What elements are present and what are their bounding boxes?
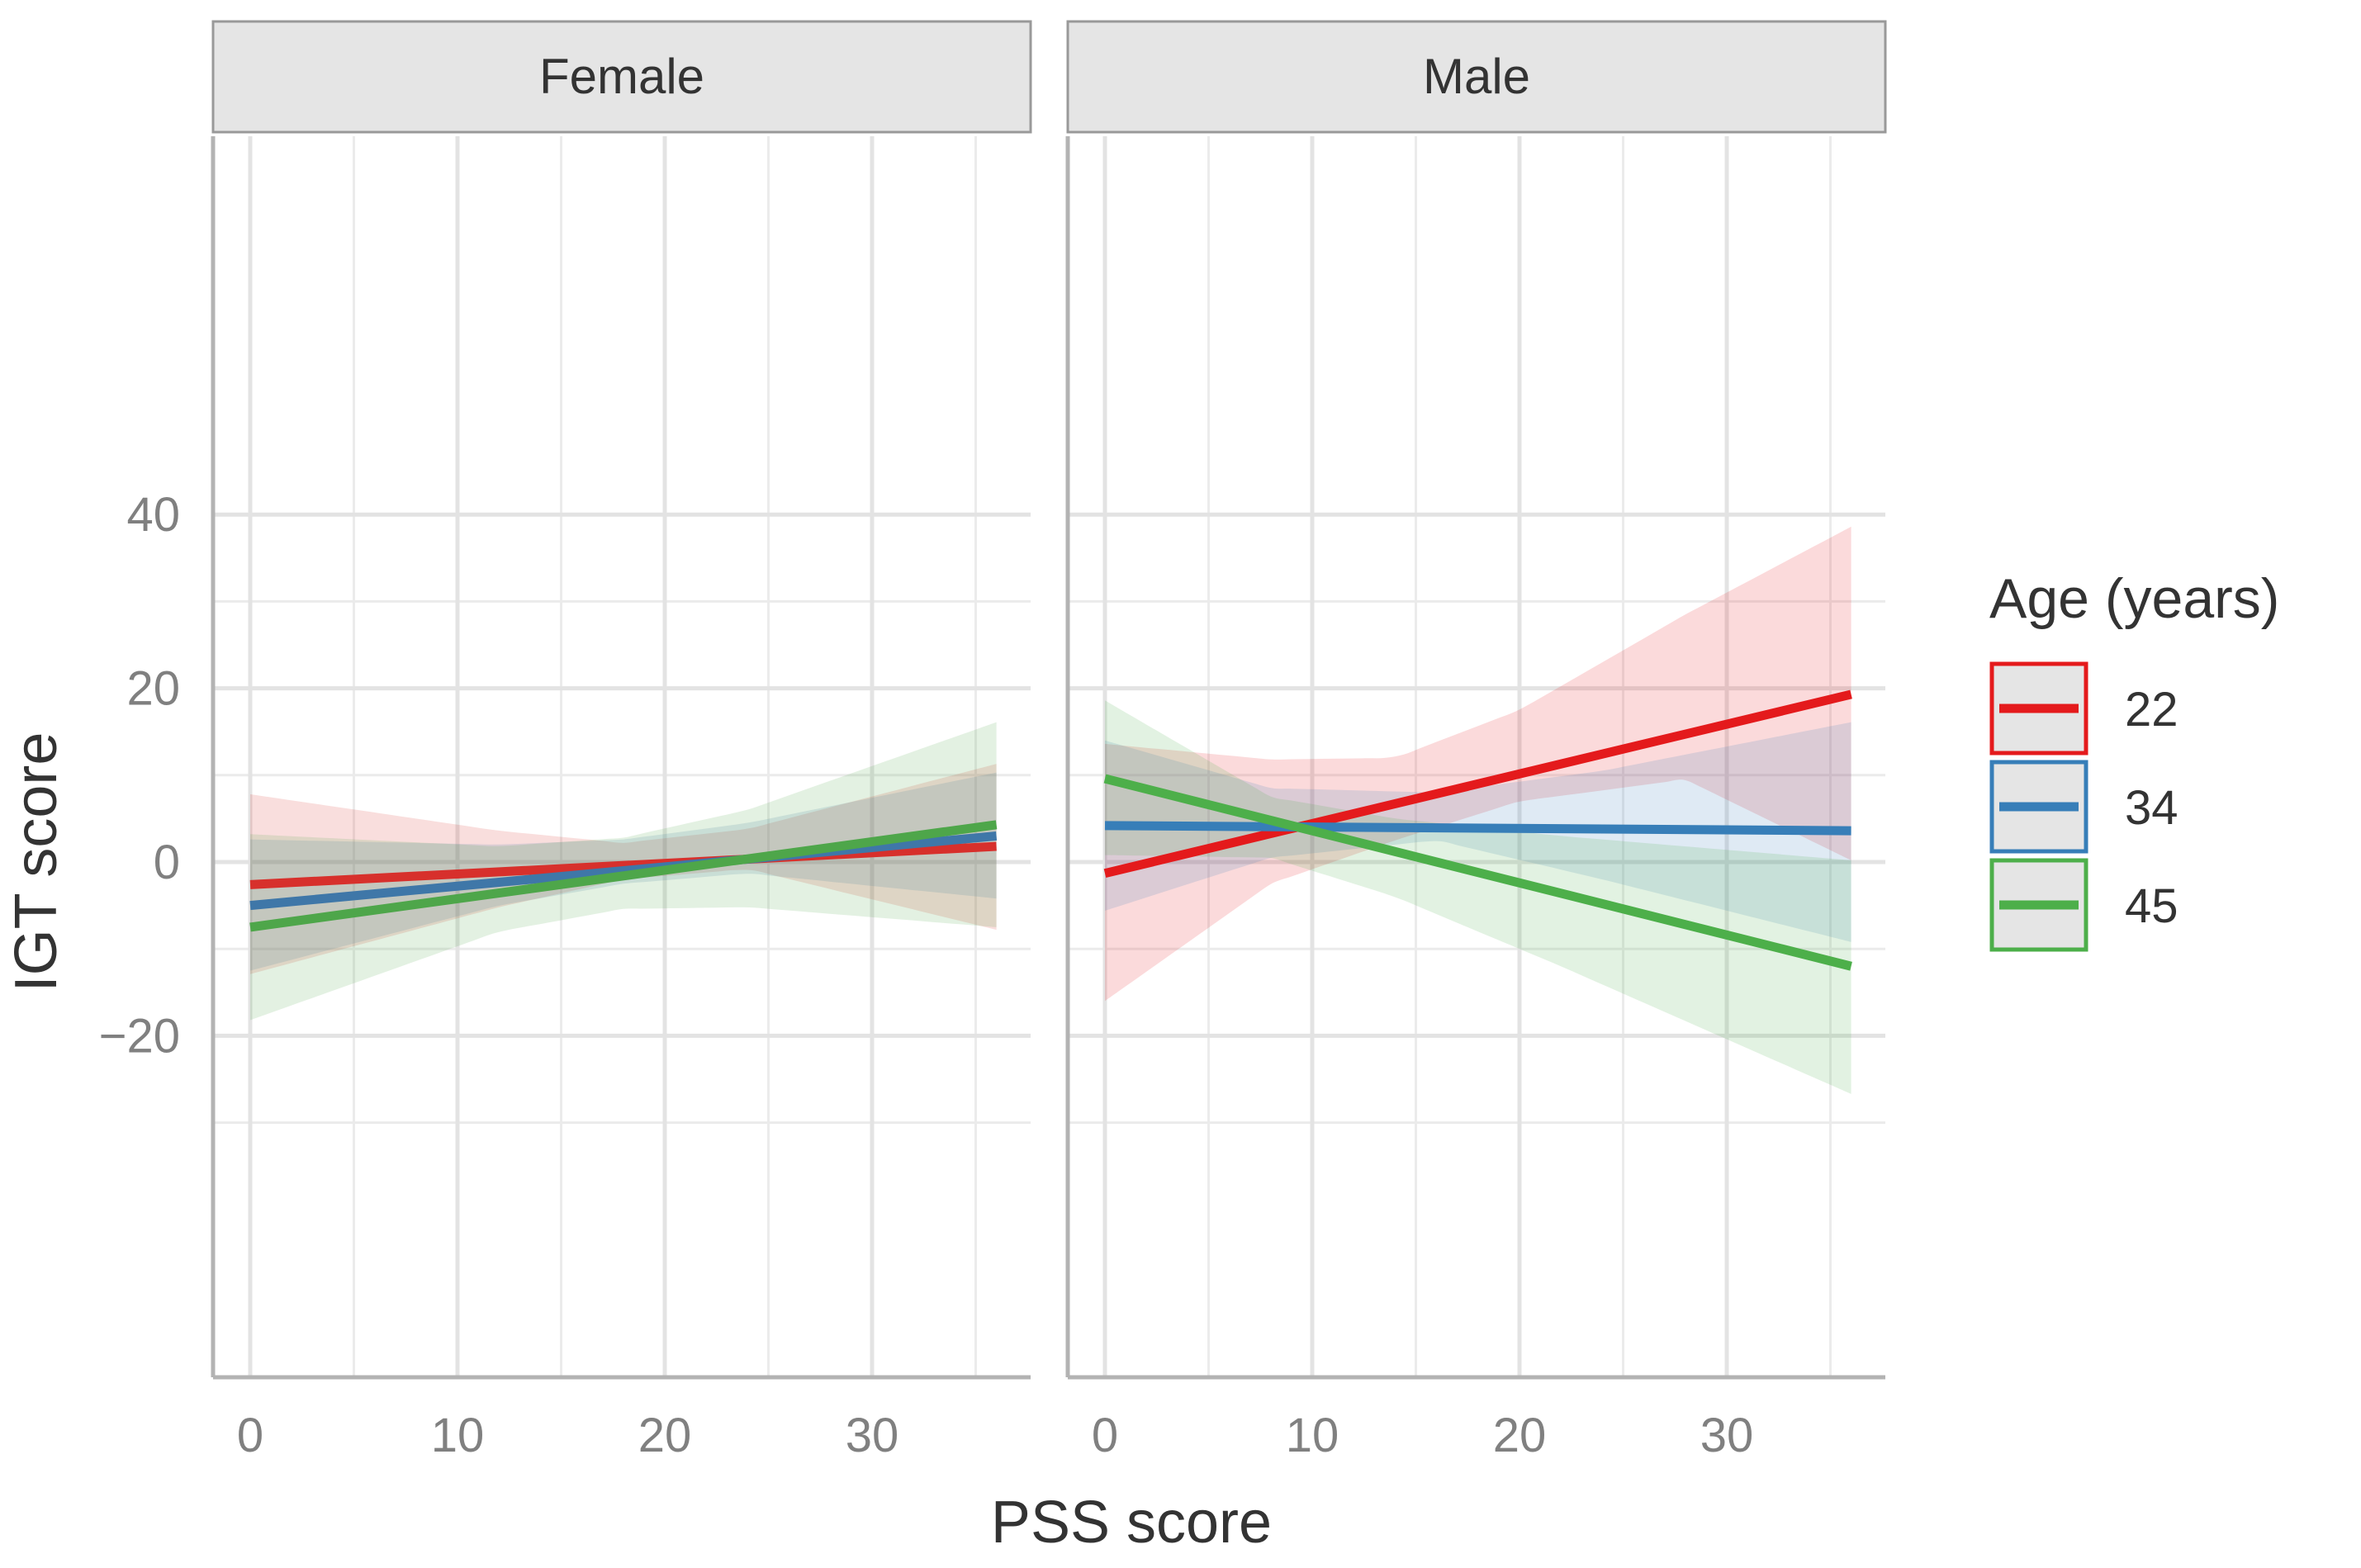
facet-strip-male: Male (1066, 20, 1887, 134)
regression-line-age-34 (1104, 821, 1851, 836)
regression-line-age-45 (249, 820, 998, 932)
legend-item-age-45: 45 (1989, 858, 2178, 952)
legend-label-age-34: 34 (2125, 781, 2178, 835)
panel-male (1065, 136, 1885, 1380)
legend-label-age-22: 22 (2125, 683, 2178, 737)
facet-strip-female: Female (211, 20, 1032, 134)
regression-line-age-45 (1103, 774, 1852, 971)
confidence-band-age-45 (1105, 700, 1851, 1094)
x-tick-label: 20 (638, 1409, 692, 1462)
legend-item-age-22: 22 (1989, 661, 2178, 756)
confidence-band-age-22 (1105, 526, 1851, 1002)
y-tick-label: 0 (154, 836, 180, 889)
regression-line-age-34 (249, 831, 998, 911)
x-tick-label: 30 (846, 1409, 899, 1462)
facet-label-female: Female (539, 49, 704, 104)
x-axis-ticks: 0 10 20 30 0 10 20 30 (237, 1409, 1753, 1462)
x-tick-label: 30 (1700, 1409, 1754, 1462)
legend: Age (years) 22 34 45 (1989, 567, 2279, 952)
x-tick-label: 10 (431, 1409, 485, 1462)
legend-label-age-45: 45 (2125, 879, 2178, 933)
legend-item-age-34: 34 (1989, 760, 2178, 854)
x-tick-label: 20 (1493, 1409, 1547, 1462)
y-axis-title: IGT score (3, 732, 69, 992)
y-tick-label: 40 (126, 488, 180, 542)
regression-line-age-22 (1103, 689, 1852, 879)
facet-label-male: Male (1423, 49, 1530, 104)
y-tick-label: 20 (126, 662, 180, 716)
x-tick-label: 0 (1092, 1409, 1118, 1462)
panel-female (211, 136, 1031, 1380)
legend-title: Age (years) (1989, 567, 2279, 630)
regression-line-age-22 (249, 841, 997, 889)
x-tick-label: 10 (1286, 1409, 1339, 1462)
y-tick-label: −20 (99, 1009, 180, 1063)
x-tick-label: 0 (237, 1409, 263, 1462)
y-axis-ticks: −20 0 20 40 (99, 488, 180, 1063)
x-axis-title: PSS score (991, 1490, 1272, 1556)
